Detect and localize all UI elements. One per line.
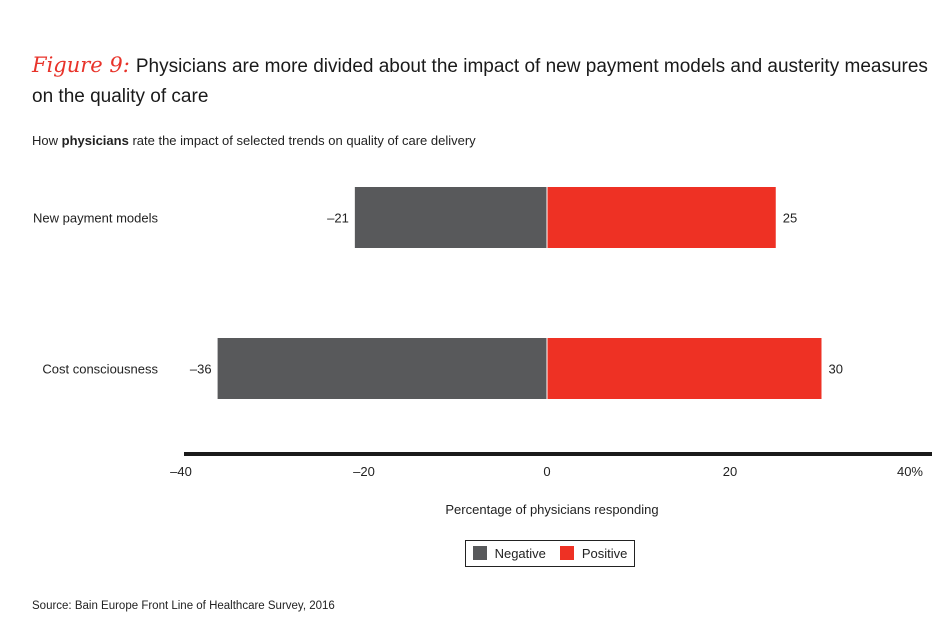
legend-label-negative: Negative xyxy=(494,546,546,561)
x-tick-label: 20 xyxy=(723,464,737,479)
subtitle-bold: physicians xyxy=(61,133,129,148)
bar-positive xyxy=(547,338,822,399)
data-label: –21 xyxy=(327,211,349,226)
x-axis-title: Percentage of physicians responding xyxy=(445,502,658,517)
x-tick-label: 0 xyxy=(543,464,550,479)
x-tick-label: –40 xyxy=(170,464,192,479)
data-label: –36 xyxy=(190,362,212,377)
subtitle-post: rate the impact of selected trends on qu… xyxy=(128,133,476,148)
category-label: Cost consciousness xyxy=(42,362,158,377)
legend-swatch-negative xyxy=(472,546,487,560)
legend-item-negative: Negative xyxy=(472,546,546,561)
legend-item-positive: Positive xyxy=(559,546,628,561)
x-tick-label: 40% xyxy=(897,464,923,479)
x-tick-label: –20 xyxy=(353,464,375,479)
bar-negative xyxy=(217,338,547,399)
data-label: 30 xyxy=(829,362,843,377)
chart-subtitle: How physicians rate the impact of select… xyxy=(32,133,476,148)
bar-negative xyxy=(354,187,547,248)
legend-label-positive: Positive xyxy=(581,546,628,561)
title-text: Physicians are more divided about the im… xyxy=(32,56,928,107)
subtitle-pre: How xyxy=(32,133,62,148)
figure-title: Figure 9: Physicians are more divided abo… xyxy=(32,50,932,112)
category-label: New payment models xyxy=(33,211,158,226)
legend: Negative Positive xyxy=(465,540,635,567)
source-note: Source: Bain Europe Front Line of Health… xyxy=(32,600,335,612)
figure-label: Figure 9: xyxy=(32,53,130,77)
bar-positive xyxy=(547,187,776,248)
data-label: 25 xyxy=(783,211,797,226)
legend-swatch-positive xyxy=(559,546,574,560)
